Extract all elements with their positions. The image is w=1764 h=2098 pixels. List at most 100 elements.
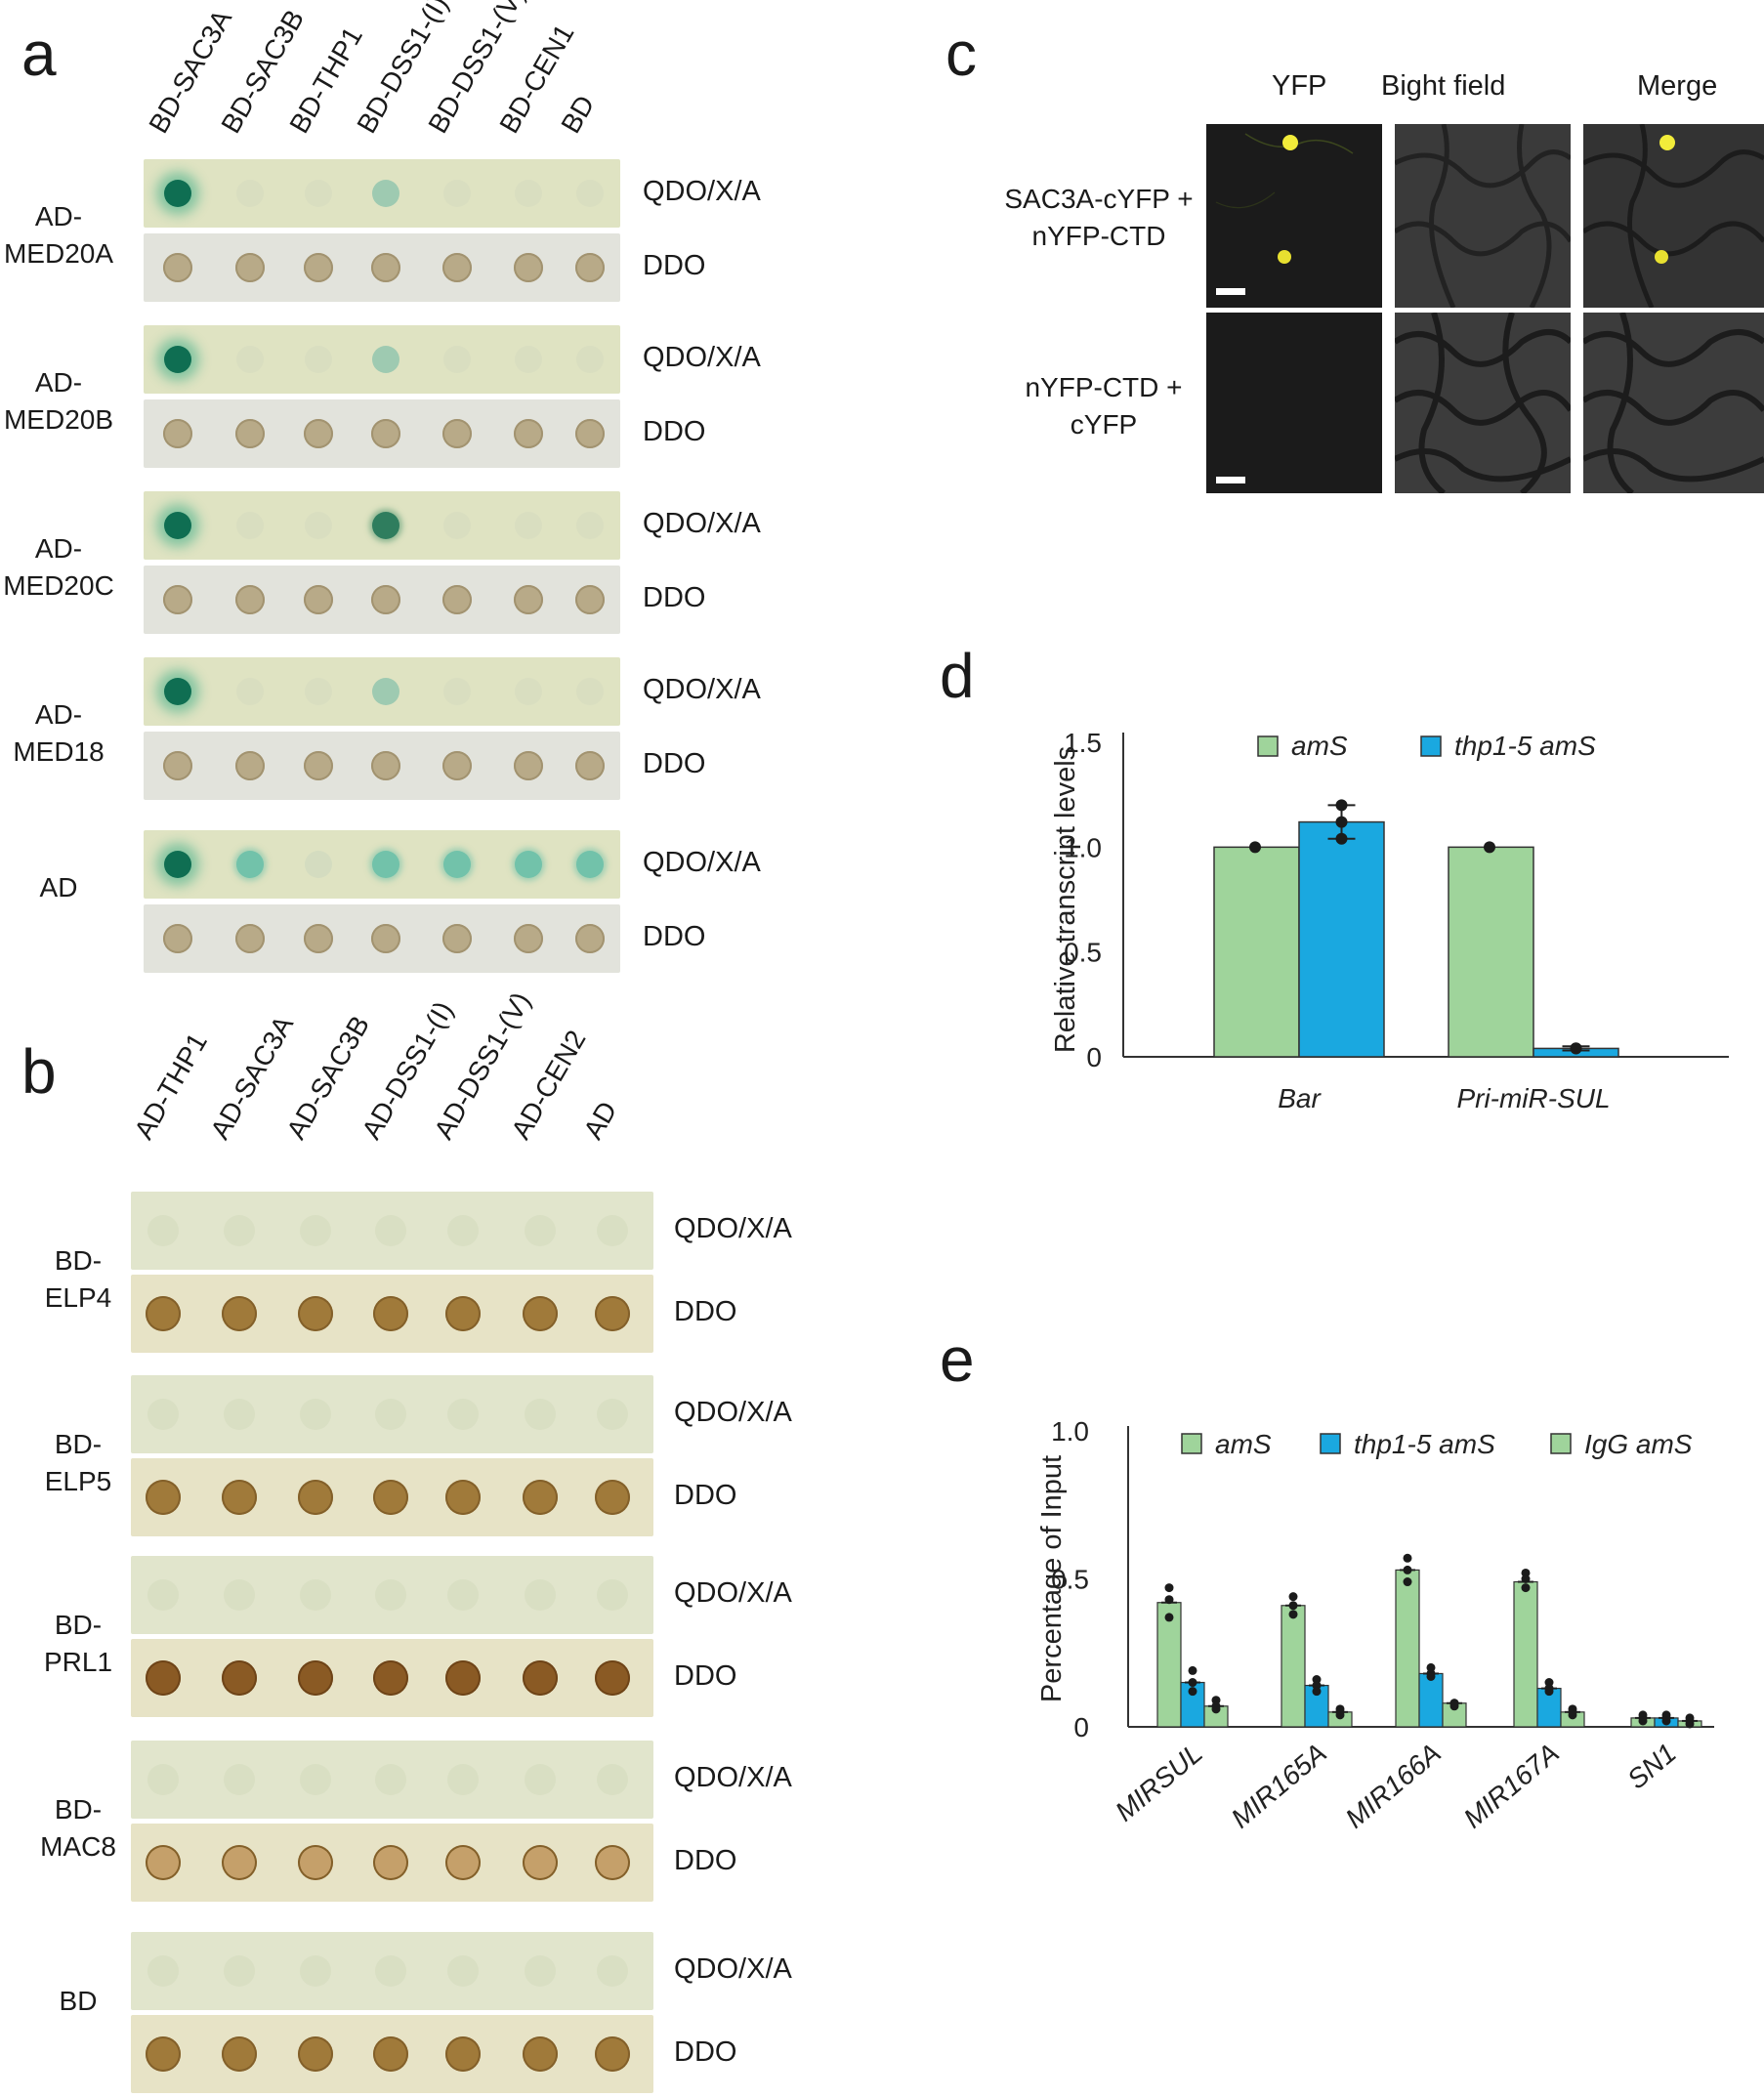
colony-spot	[595, 1660, 630, 1696]
a-column-label: BD	[555, 90, 601, 139]
colony-spot	[373, 1480, 408, 1515]
colony-spot	[447, 1955, 479, 1987]
colony-spot	[445, 1845, 481, 1880]
y-axis-label: Percentage of Input	[1036, 1455, 1068, 1702]
b-label-ddo: DDO	[674, 1660, 737, 1692]
colony-spot	[442, 924, 472, 953]
colony-spot	[146, 1845, 181, 1880]
colony-spot	[235, 419, 265, 448]
colony-spot	[445, 2036, 481, 2072]
colony-spot	[443, 678, 471, 705]
data-point	[1188, 1687, 1197, 1697]
data-point	[1638, 1716, 1648, 1726]
colony-spot	[525, 1579, 556, 1611]
colony-spot	[146, 2036, 181, 2072]
colony-spot	[300, 1955, 331, 1987]
b-row-label-line2: ELP4	[44, 1282, 112, 1313]
colony-spot	[575, 924, 605, 953]
colony-spot	[447, 1215, 479, 1246]
a-row-label-line1: AD-	[34, 533, 83, 564]
a-row-label: AD- MED20B	[0, 364, 117, 439]
colony-spot	[442, 585, 472, 614]
a-label-qdo: QDO/X/A	[643, 342, 761, 373]
b-label-ddo: DDO	[674, 1845, 737, 1876]
y-tick-label: 0.5	[1064, 938, 1102, 968]
colony-spot	[514, 751, 543, 780]
colony-spot	[164, 512, 191, 539]
colony-spot	[372, 346, 399, 373]
b-label-ddo: DDO	[674, 1296, 737, 1327]
b-label-ddo: DDO	[674, 1480, 737, 1511]
legend-swatch	[1257, 735, 1279, 757]
colony-spot	[514, 585, 543, 614]
colony-spot	[375, 1764, 406, 1795]
colony-spot	[443, 512, 471, 539]
colony-spot	[236, 346, 264, 373]
colony-spot	[525, 1955, 556, 1987]
y-tick-label: 1.5	[1064, 728, 1102, 758]
colony-spot	[442, 253, 472, 282]
panel-c-row2-line2: cYFP	[1070, 409, 1138, 440]
colony-spot	[514, 419, 543, 448]
colony-spot	[445, 1660, 481, 1696]
a-label-ddo: DDO	[643, 416, 706, 447]
colony-spot	[447, 1579, 479, 1611]
a-label-ddo: DDO	[643, 250, 706, 281]
b-label-qdo: QDO/X/A	[674, 1213, 792, 1244]
colony-spot	[164, 346, 191, 373]
data-point	[1685, 1719, 1695, 1729]
colony-spot	[147, 1955, 179, 1987]
colony-spot	[298, 1296, 333, 1331]
b-label-qdo: QDO/X/A	[674, 1577, 792, 1609]
panel-d-letter: d	[940, 641, 975, 711]
colony-spot	[575, 253, 605, 282]
colony-spot	[597, 1579, 628, 1611]
y-tick-label: 0.5	[1051, 1565, 1089, 1595]
colony-spot	[515, 180, 542, 207]
data-point	[1211, 1704, 1221, 1714]
data-point	[1335, 799, 1348, 812]
legend-swatch	[1550, 1433, 1572, 1454]
a-label-qdo: QDO/X/A	[643, 176, 761, 207]
colony-spot	[514, 253, 543, 282]
a-row-label: AD- MED18	[0, 696, 117, 771]
colony-spot	[525, 1764, 556, 1795]
panel-c-row1-line2: nYFP-CTD	[1031, 221, 1166, 251]
colony-spot	[236, 851, 264, 878]
a-label-qdo: QDO/X/A	[643, 674, 761, 705]
colony-spot	[224, 1764, 255, 1795]
colony-spot	[371, 419, 400, 448]
colony-spot	[236, 180, 264, 207]
colony-spot	[224, 1215, 255, 1246]
y-tick-label: 0	[1073, 1712, 1089, 1742]
data-point	[1288, 1601, 1298, 1611]
b-row-label: BD- ELP5	[20, 1426, 137, 1500]
colony-spot	[305, 512, 332, 539]
data-point	[1449, 1701, 1459, 1711]
panel-c-letter: c	[945, 19, 977, 89]
b-column-label: AD	[577, 1096, 623, 1145]
colony-spot	[164, 678, 191, 705]
y-tick-label: 1.0	[1064, 832, 1102, 862]
colony-spot	[515, 346, 542, 373]
colony-spot	[304, 419, 333, 448]
colony-spot	[222, 1480, 257, 1515]
colony-spot	[235, 585, 265, 614]
y-tick-label: 0	[1086, 1042, 1102, 1072]
y-tick-label: 1.0	[1051, 1416, 1089, 1447]
panel-c-col-merge: Merge	[1637, 70, 1718, 102]
data-point	[1164, 1613, 1174, 1622]
bar-amS	[1513, 1580, 1538, 1728]
data-point	[1403, 1553, 1412, 1563]
panel-c-row1-line1: SAC3A-cYFP +	[1004, 184, 1194, 214]
x-tick-label: MIR166A	[1340, 1738, 1447, 1834]
a-row-label: AD- MED20C	[0, 530, 117, 605]
legend-swatch	[1181, 1433, 1202, 1454]
colony-spot	[575, 419, 605, 448]
colony-spot	[298, 1660, 333, 1696]
x-tick-label: Pri-miR-SUL	[1456, 1083, 1610, 1113]
colony-spot	[375, 1215, 406, 1246]
a-row-label-line1: AD-	[34, 699, 83, 730]
colony-spot	[576, 678, 604, 705]
